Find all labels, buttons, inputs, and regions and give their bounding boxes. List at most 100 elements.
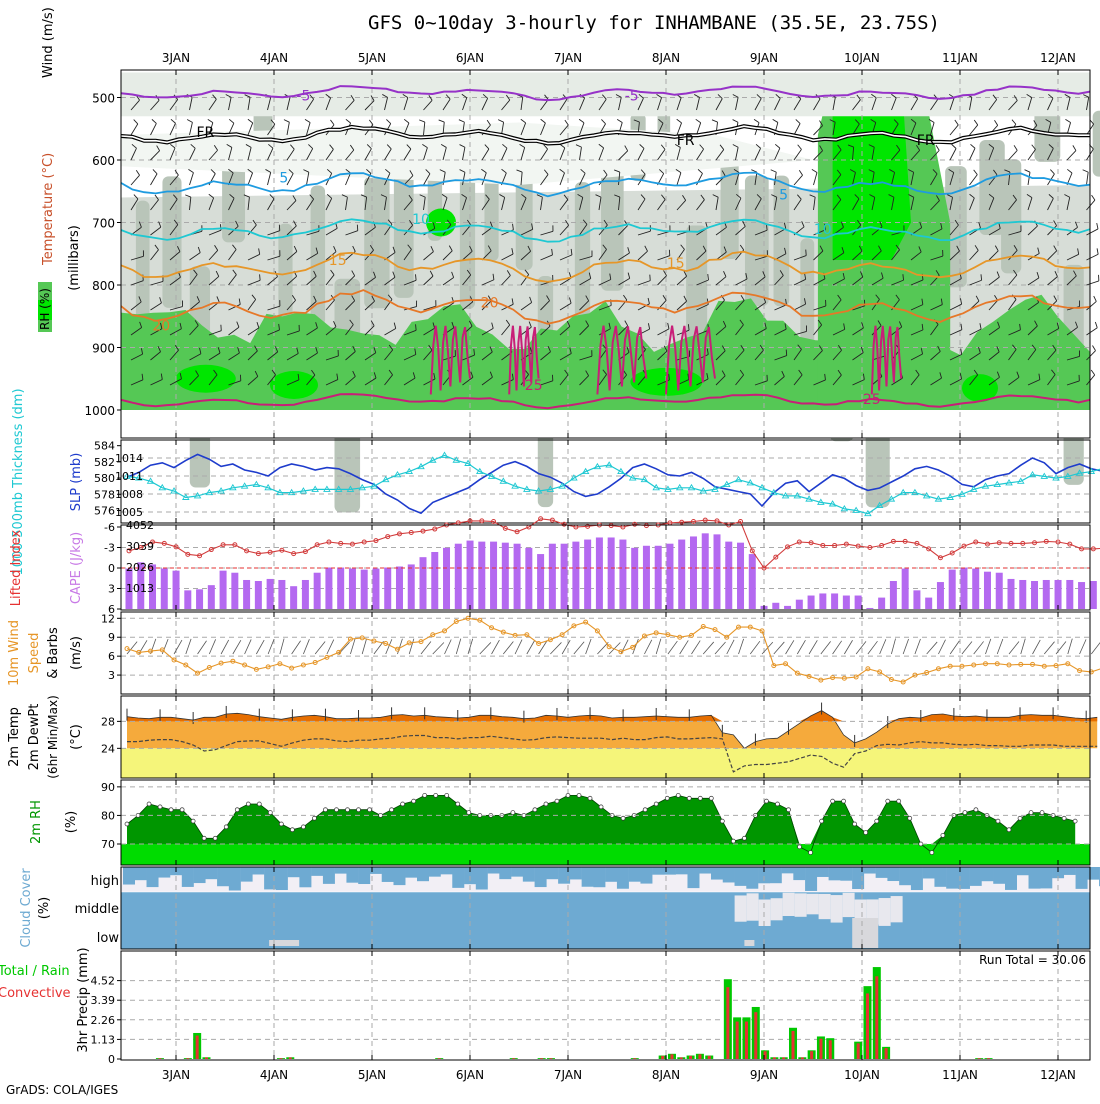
cloud-high-bar xyxy=(182,867,194,887)
rh2m-point xyxy=(456,802,460,806)
cape-bar xyxy=(314,573,321,609)
wind-barb-10m xyxy=(974,641,984,654)
cloud-high-bar xyxy=(617,867,629,889)
rh2m-point xyxy=(368,808,372,812)
cape-bar xyxy=(231,573,238,609)
rh2m-point xyxy=(742,836,746,840)
thickness-tick-label: 578 xyxy=(94,488,115,501)
cape-bar xyxy=(1031,581,1038,609)
date-label-bottom: 5JAN xyxy=(358,1068,386,1082)
wind-barb-10m xyxy=(256,640,264,654)
date-label-bottom: 12JAN xyxy=(1040,1068,1076,1082)
cloud-high-bar xyxy=(934,867,946,887)
wind-barb-10m xyxy=(691,641,700,654)
rh2m-point xyxy=(401,802,405,806)
rh2m-point xyxy=(1029,811,1033,815)
rh2m-point xyxy=(654,802,658,806)
cloud-high-bar xyxy=(911,867,923,890)
precip-convective-bar xyxy=(512,1058,515,1059)
slp-axis-label: SLP (mb) xyxy=(69,453,84,512)
cape-bar xyxy=(325,568,332,609)
temp-axis-label-1: 2m Temp xyxy=(7,707,22,767)
lifted-tick-label: -6 xyxy=(104,521,115,534)
cape-bar xyxy=(855,596,862,609)
cape-bar xyxy=(243,580,250,609)
date-label-top: 7JAN xyxy=(554,51,582,65)
rh2m-point xyxy=(963,811,967,815)
wind-barb xyxy=(416,274,417,280)
cloud-high-bar xyxy=(770,867,782,883)
precip-axis-label: 3hr Precip (mm) xyxy=(76,947,91,1052)
wind-barb-10m xyxy=(586,639,591,654)
cape-bar xyxy=(290,586,297,609)
wind-barb-10m xyxy=(915,639,921,654)
precip-legend-convective: Convective xyxy=(0,986,71,1001)
slp-tick-label: 1011 xyxy=(115,470,143,483)
thickness-tick-label: 582 xyxy=(94,456,115,469)
wind-barb-10m xyxy=(280,639,284,654)
precip-convective-bar xyxy=(633,1058,636,1059)
precip-convective-bar xyxy=(670,1054,673,1059)
rh2m-point xyxy=(158,805,162,809)
cloud-gap xyxy=(852,918,878,948)
rh2m-point xyxy=(312,816,316,820)
cape-bar xyxy=(478,542,485,609)
rh2m-point xyxy=(709,796,713,800)
cloud-high-bar xyxy=(147,867,159,887)
rh2m-point xyxy=(180,808,184,812)
precip-panel xyxy=(121,951,1090,1060)
slp-tick-label: 1014 xyxy=(115,452,143,465)
date-label-top: 5JAN xyxy=(358,51,386,65)
precip-convective-bar xyxy=(279,1058,282,1059)
wind-barb-10m xyxy=(938,640,945,654)
isotherm-label: 15 xyxy=(667,256,685,272)
wind-barb-10m xyxy=(1044,642,1054,654)
cloud-high-bar xyxy=(676,867,688,874)
cloud-high-bar xyxy=(993,867,1005,884)
rh2m-point xyxy=(621,816,625,820)
wind10m-axis-label-3: & Barbs xyxy=(46,627,61,679)
wind-barb-10m xyxy=(739,639,744,654)
precip-convective-bar xyxy=(158,1058,161,1059)
wind-barb-10m xyxy=(950,641,959,654)
lifted-tick-label: 0 xyxy=(108,562,115,575)
rh2m-point xyxy=(875,819,879,823)
wind-barb-10m xyxy=(856,641,866,654)
rh2m-point xyxy=(897,799,901,803)
wind-barb-10m xyxy=(786,640,794,654)
isotherm-label: 5 xyxy=(779,187,788,203)
cape-bar xyxy=(913,590,920,609)
cape-bar xyxy=(749,554,756,609)
cape-bar xyxy=(678,540,685,609)
wind-barb-10m xyxy=(680,640,689,654)
date-label-bottom: 11JAN xyxy=(942,1068,978,1082)
rh-shade-bright xyxy=(176,365,236,393)
cloud-high-bar xyxy=(1017,867,1029,875)
run-total-label: Run Total = 30.06 xyxy=(979,953,1086,967)
cloud-high-bar xyxy=(252,867,264,874)
rh2m-point xyxy=(1007,828,1011,832)
cape-bar xyxy=(208,585,215,609)
rh2m-point xyxy=(555,799,559,803)
date-label-top: 8JAN xyxy=(652,51,680,65)
rh2m-point xyxy=(974,808,978,812)
date-label-bottom: 7JAN xyxy=(554,1068,582,1082)
cloud-high-bar xyxy=(194,867,206,883)
rh2m-point xyxy=(412,799,416,803)
temp-tick-label: 28 xyxy=(101,715,115,728)
wind-barb-10m xyxy=(315,641,325,654)
wind-barb-10m xyxy=(245,639,252,654)
lifted-tick-label: -3 xyxy=(104,542,115,555)
date-label-top: 4JAN xyxy=(260,51,288,65)
rh2m-tick-label: 80 xyxy=(101,809,115,822)
precip-convective-bar xyxy=(866,993,869,1059)
cape-axis-label: CAPE (J/kg) xyxy=(69,532,84,604)
wind-barb-10m xyxy=(927,642,938,654)
rh-shade-gray xyxy=(745,176,769,307)
wind-barb xyxy=(1094,296,1097,301)
wind-barb xyxy=(1092,345,1095,350)
pressure-tick-label: 600 xyxy=(92,154,115,168)
precip-convective-bar xyxy=(978,1058,981,1059)
isotherm-label: 10 xyxy=(814,222,832,238)
cloud-low-middle xyxy=(121,892,1090,949)
